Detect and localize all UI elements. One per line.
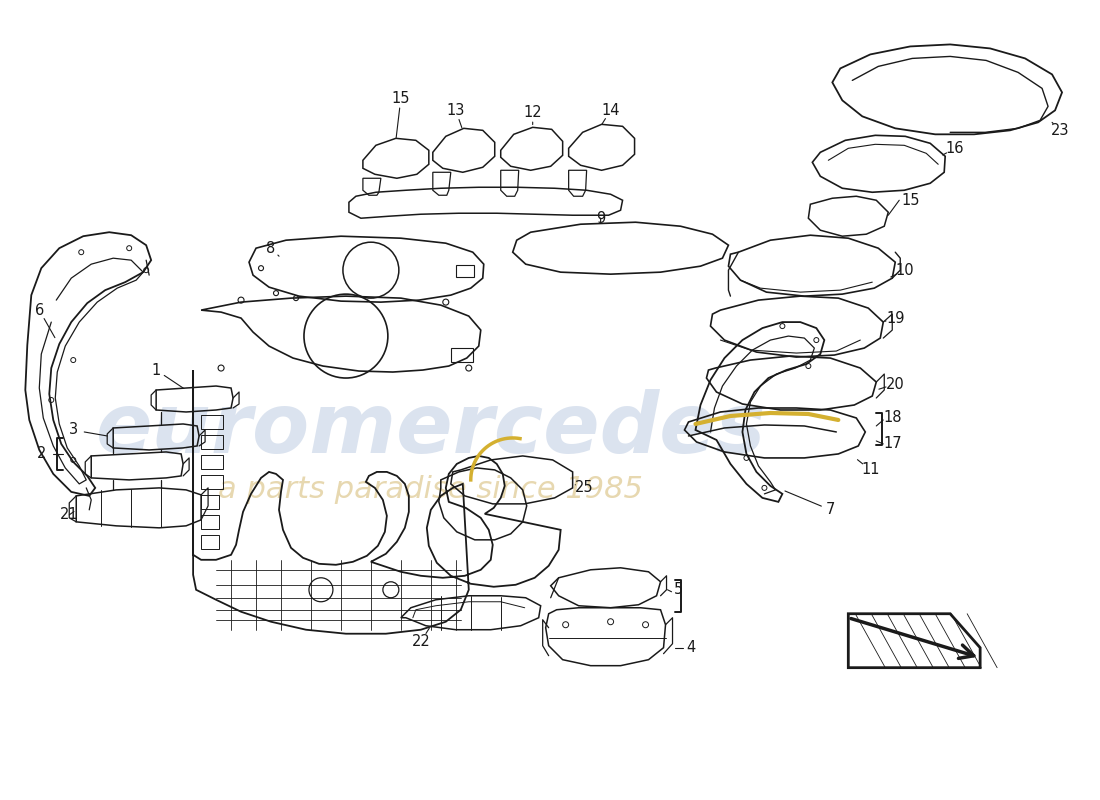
Text: 21: 21 [59,507,78,522]
Text: 17: 17 [883,437,902,451]
Text: 9: 9 [596,210,605,226]
Text: 6: 6 [35,302,44,318]
Text: 25: 25 [575,480,594,495]
Text: 18: 18 [883,410,902,426]
Text: 3: 3 [68,422,78,438]
Text: 7: 7 [826,502,835,518]
Bar [201,535,219,549]
Text: 15: 15 [392,91,410,106]
Text: 1: 1 [152,362,161,378]
Bar [455,265,474,277]
Bar [451,348,473,362]
Text: 2: 2 [36,446,46,462]
Text: 4: 4 [686,640,695,655]
Bar [201,415,223,429]
Text: 8: 8 [266,241,276,256]
Text: 11: 11 [861,462,880,478]
Text: 10: 10 [895,262,914,278]
Text: 5: 5 [674,582,683,598]
Bar [201,475,223,489]
Text: 15: 15 [901,193,920,208]
Text: a parts paradise since 1985: a parts paradise since 1985 [219,475,644,504]
Text: 19: 19 [886,310,904,326]
Text: 22: 22 [411,634,430,650]
Bar [201,515,219,529]
Text: euromercedes: euromercedes [96,390,766,470]
Text: 16: 16 [946,141,965,156]
Bar [201,455,223,469]
Bar [201,435,223,449]
Text: 13: 13 [447,103,465,118]
Bar [201,495,219,509]
Text: 12: 12 [524,105,542,120]
Text: 20: 20 [886,377,904,391]
Text: 23: 23 [1050,123,1069,138]
Text: 14: 14 [602,103,619,118]
